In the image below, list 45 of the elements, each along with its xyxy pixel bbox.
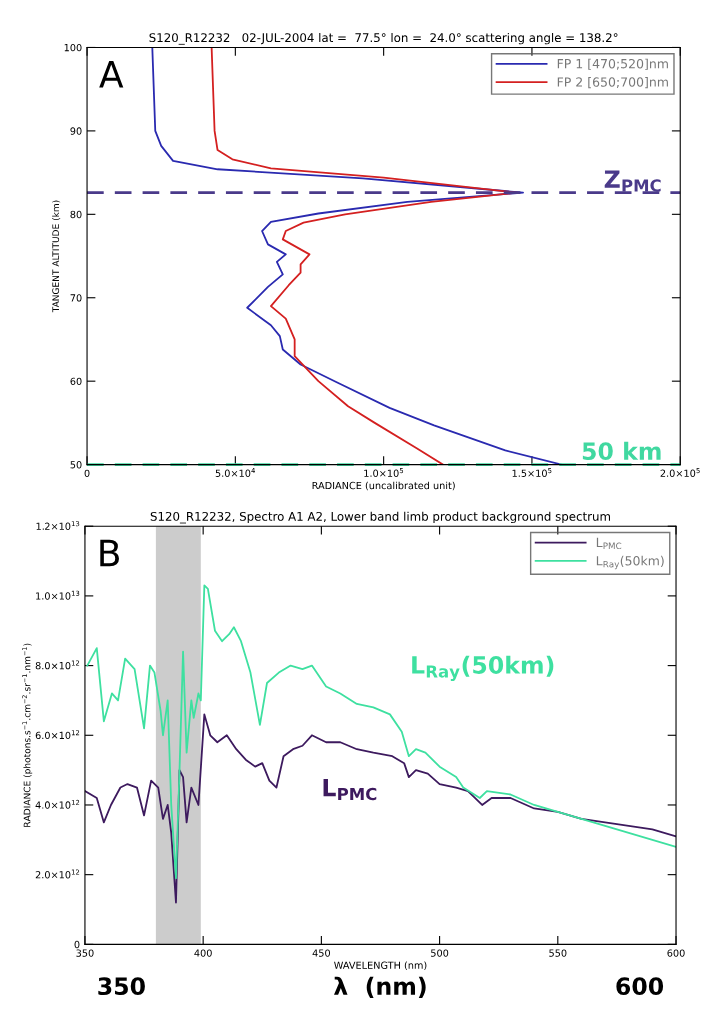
y-tick-label: 80 — [70, 210, 82, 219]
y-tick-label: 70 — [70, 294, 82, 302]
ref-line-label: Z$_{PMC}$ — [604, 170, 661, 192]
text: 600 — [616, 977, 664, 996]
y-tick-label: 2.0×10$^{12}$ — [35, 869, 80, 879]
y-tick-label: 100 — [64, 43, 82, 52]
x-tick-label: 400 — [194, 949, 212, 957]
y-tick-label: 60 — [70, 377, 82, 386]
y-tick-label: 50 — [70, 461, 82, 469]
legend-label: L$_{Ray}$(50km) — [596, 555, 664, 570]
ref-line-label: 50 km — [582, 441, 661, 461]
line-series — [86, 584, 677, 880]
annotation: A — [99, 61, 124, 88]
x-tick-label: 550 — [549, 949, 567, 957]
text: λ (nm) — [334, 976, 426, 998]
y-tick-label: 6.0×10$^{12}$ — [35, 730, 80, 740]
x-tick-label: 1.0×10$^{5}$ — [364, 468, 404, 477]
chart-title: S120_R12232, Spectro A1 A2, Lower band limb product background spectrum — [150, 511, 610, 524]
legend-label: FP 2 [650;700]nm — [557, 77, 668, 89]
x-tick-label: 2.0×10$^{5}$ — [660, 468, 700, 477]
annotation: L$_{PMC}$ — [323, 778, 377, 801]
x-tick-label: 0 — [84, 469, 90, 477]
y-tick-label: 8.0×10$^{12}$ — [35, 660, 80, 670]
y-axis-title: TANGENT ALTITUDE (km) — [52, 200, 61, 313]
x-axis-title: RADIANCE (uncalibrated unit) — [312, 481, 455, 491]
legend-label: FP 1 [470;520]nm — [557, 58, 668, 70]
x-tick-label: 600 — [667, 949, 685, 957]
x-tick-label: 1.5×10$^{5}$ — [512, 468, 552, 477]
x-tick-label: 500 — [431, 949, 449, 957]
y-tick-label: 4.0×10$^{12}$ — [35, 799, 80, 809]
y-tick-label: 0 — [74, 940, 80, 949]
x-tick-label: 350 — [76, 949, 94, 957]
chart-title: S120_R12232 02-JUL-2004 lat = 77.5° lon = 24.0° scattering angle = 138.2° — [149, 32, 618, 45]
text: 350 — [98, 977, 145, 996]
x-axis-title: WAVELENGTH (nm) — [334, 961, 427, 971]
text: RADIANCE (photons.s$^{−1}$.cm$^{−2}$.sr$^{−1}$.nm$^{−1}$) — [22, 643, 33, 827]
x-tick-label: 450 — [312, 949, 331, 957]
y-tick-label: 1.2×10$^{13}$ — [36, 521, 80, 530]
annotation: B — [100, 539, 119, 567]
y-tick-label: 1.0×10$^{13}$ — [36, 590, 80, 600]
legend-label: L$_{PMC}$ — [596, 537, 622, 550]
annotation: L$_{Ray}$(50km) — [412, 655, 554, 682]
y-tick-label: 90 — [70, 127, 82, 135]
line-series — [84, 713, 677, 904]
x-tick-label: 5.0×10$^{4}$ — [215, 468, 255, 477]
